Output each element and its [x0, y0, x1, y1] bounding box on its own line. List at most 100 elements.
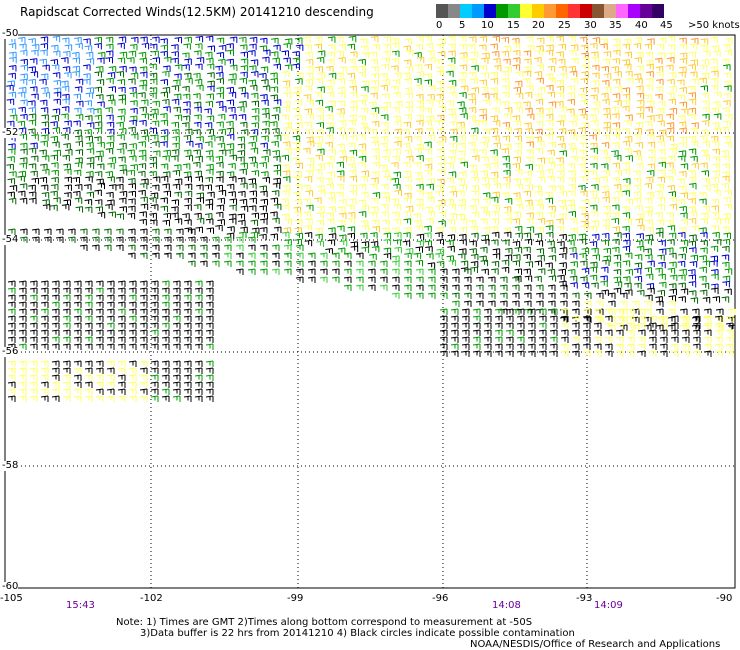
wind-barb [106, 287, 115, 294]
wind-barb [534, 275, 542, 283]
wind-barb [95, 367, 104, 374]
wind-barb [369, 112, 378, 120]
wind-barb [95, 322, 104, 329]
wind-barb [479, 64, 487, 72]
wind-barb [712, 101, 721, 108]
wind-barb [262, 120, 270, 128]
wind-barb [560, 336, 569, 343]
wind-barb [724, 85, 732, 92]
wind-barb [304, 239, 313, 247]
wind-barb [427, 276, 436, 283]
wind-barb [583, 300, 592, 307]
legend-swatch [628, 4, 640, 18]
wind-barb [481, 268, 489, 276]
wind-barb [525, 107, 533, 115]
wind-barb [548, 205, 556, 213]
wind-barb [424, 225, 432, 233]
wind-barb [592, 72, 600, 79]
wind-barb [139, 106, 147, 113]
wind-barb [304, 232, 313, 239]
wind-barb [259, 227, 268, 234]
wind-barb [448, 43, 456, 50]
wind-barb [570, 155, 579, 162]
wind-barb [591, 107, 599, 115]
wind-barb [677, 198, 686, 206]
wind-barb [451, 276, 460, 283]
wind-barb [647, 287, 655, 295]
wind-barb [163, 106, 171, 113]
wind-barb [307, 276, 316, 283]
wind-barb [29, 336, 38, 343]
wind-barb [273, 63, 281, 71]
wind-barb [350, 245, 359, 253]
wind-barb [567, 190, 576, 197]
wind-barb [295, 244, 304, 251]
wind-barb [548, 57, 557, 65]
wind-barb [235, 260, 244, 267]
wind-barb [281, 134, 289, 141]
wind-barb [182, 93, 191, 101]
wind-barb [216, 170, 224, 178]
wind-barb [40, 49, 48, 57]
wind-barb [172, 169, 181, 177]
wind-barb [86, 148, 95, 155]
wind-barb [578, 184, 586, 192]
wind-barb [361, 170, 369, 177]
wind-barb [139, 218, 147, 226]
wind-barb [261, 155, 269, 163]
wind-barb [593, 315, 602, 322]
wind-barb [437, 162, 446, 169]
wind-barb [655, 316, 664, 323]
wind-barb [666, 162, 674, 169]
wind-barb [171, 85, 180, 92]
wind-barb [457, 190, 465, 197]
wind-barb [571, 315, 580, 322]
wind-barb [358, 143, 367, 150]
wind-barb [94, 199, 103, 206]
wind-barb [91, 236, 100, 243]
wind-barb [184, 197, 192, 205]
wind-barb [51, 343, 60, 350]
wind-barb [459, 91, 467, 99]
wind-barb [727, 316, 736, 323]
wind-barb [636, 99, 645, 107]
wind-barb [171, 44, 179, 51]
wind-barb [127, 212, 136, 220]
wind-barb [94, 127, 103, 134]
wind-barb [679, 58, 688, 65]
wind-barb [513, 120, 522, 127]
wind-barb [461, 308, 470, 315]
wind-barb [62, 395, 71, 402]
wind-barb [567, 129, 576, 136]
wind-barb [141, 42, 150, 50]
wind-barb [438, 211, 447, 218]
wind-barb [382, 78, 390, 86]
wind-barb [262, 49, 271, 57]
wind-barb [593, 350, 602, 357]
wind-barb [604, 336, 613, 343]
wind-barb [391, 284, 400, 291]
wind-barb [262, 85, 271, 92]
wind-barb [149, 113, 158, 120]
wind-barb [631, 308, 640, 315]
wind-barb [282, 80, 291, 87]
wind-barb [316, 148, 325, 156]
wind-barb [240, 58, 249, 65]
wind-barb [635, 121, 644, 129]
wind-barb [349, 184, 358, 191]
wind-barb [436, 114, 445, 121]
wind-barb [240, 71, 248, 79]
wind-barb [547, 292, 556, 299]
wind-barb [622, 87, 630, 94]
wind-barb [548, 141, 556, 149]
wind-barb [139, 381, 148, 388]
wind-barb [73, 287, 82, 294]
wind-barb [722, 238, 731, 246]
wind-barb [130, 100, 138, 107]
wind-barb [645, 294, 653, 302]
wind-barb [270, 86, 279, 93]
wind-barb [571, 308, 580, 315]
wind-barb [504, 107, 513, 114]
wind-barb [595, 300, 604, 307]
wind-barb [501, 77, 510, 85]
